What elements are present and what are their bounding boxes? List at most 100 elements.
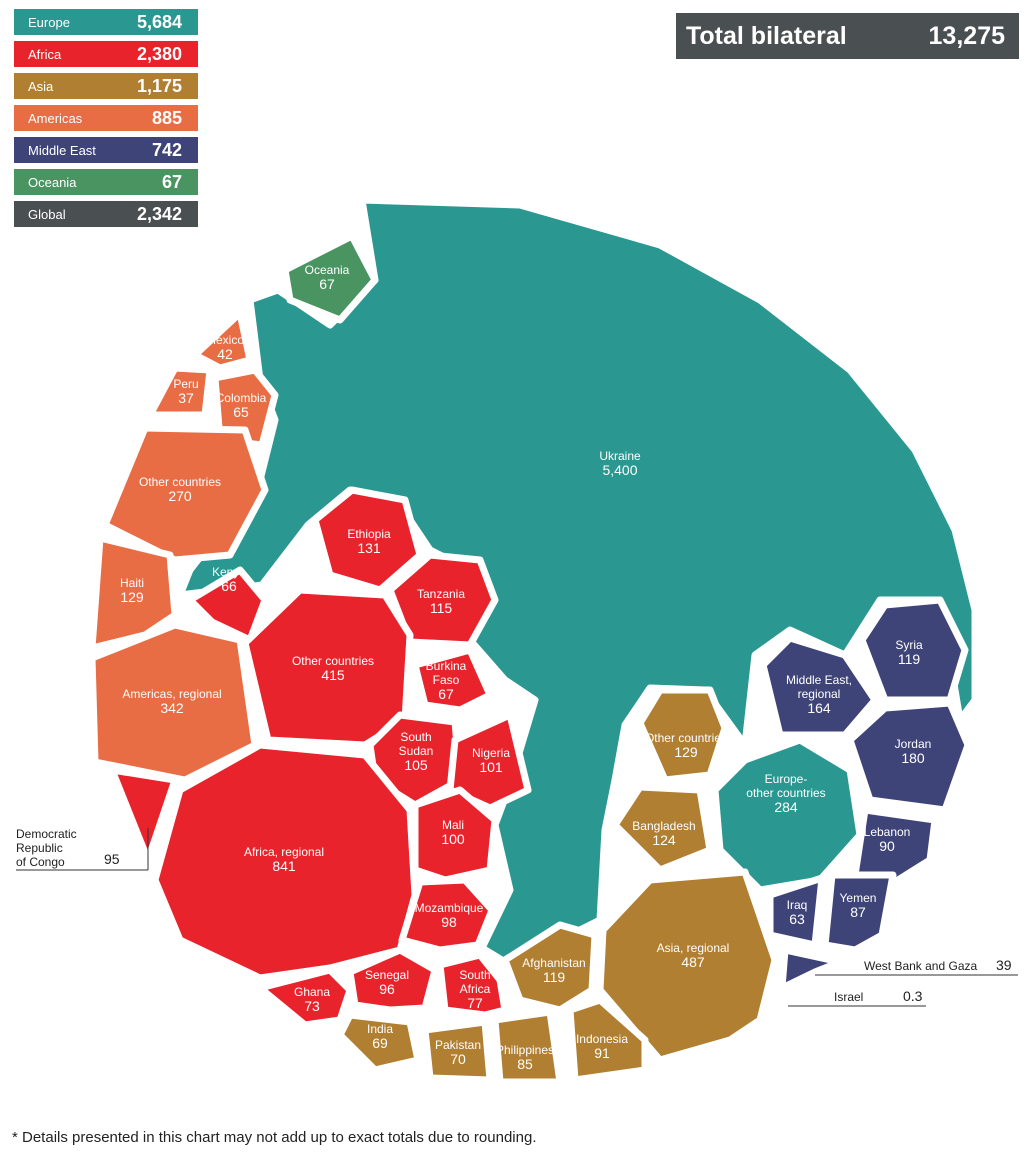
cell-value: 90 [879, 838, 895, 854]
cell-label: Other countries [292, 654, 374, 668]
legend-item-oceania: Oceania 67 [14, 169, 198, 195]
drc-label-line: Democratic [16, 827, 77, 841]
cell-label: Ghana [294, 985, 330, 999]
cell-label: India [367, 1022, 393, 1036]
cell-label: Kenya [212, 565, 246, 579]
legend-label: Africa [28, 46, 62, 62]
cell-label: Mozambique [415, 901, 484, 915]
cell-value: 105 [404, 757, 428, 773]
cell-label: Philippines [496, 1043, 554, 1057]
cell-value: 98 [441, 914, 457, 930]
cell-value: 87 [850, 904, 866, 920]
region-legend: Europe 5,684 Africa 2,380 Asia 1,175 Americ… [14, 9, 198, 233]
cell-value: 415 [321, 667, 345, 683]
cell-label: Colombia [216, 391, 267, 405]
cell-value: 487 [681, 954, 705, 970]
cell-asia-other-countries [636, 686, 729, 784]
cell-value: 91 [594, 1045, 610, 1061]
cell-label: Senegal [365, 968, 409, 982]
cell-label: Pakistan [435, 1038, 481, 1052]
cell-value: 841 [272, 858, 296, 874]
legend-value: 67 [161, 171, 182, 192]
cell-africa-democratic-republic-of-congo [108, 766, 179, 864]
cell-label: Faso [433, 673, 460, 687]
legend-value: 1,175 [136, 75, 182, 96]
cell-asia-afghanistan [501, 921, 599, 1014]
cell-value: 180 [901, 750, 925, 766]
cell-middle-east-jordan [846, 699, 972, 814]
cell-label: Iraq [787, 898, 808, 912]
cell-value: 63 [789, 911, 805, 927]
cell-middle-east-lebanon [851, 806, 939, 889]
legend-item-europe: Europe 5,684 [14, 9, 198, 35]
cell-asia-indonesia [566, 996, 649, 1084]
cell-asia-philippines [491, 1008, 564, 1086]
cell-middle-east-middle-east-regional [759, 634, 879, 739]
cell-label: Burkina [426, 659, 467, 673]
west-bank-gaza-value: 39 [996, 957, 1012, 973]
cell-oceania-oceania [281, 232, 379, 324]
legend-label: Global [28, 206, 66, 222]
legend-value: 885 [151, 107, 182, 128]
drc-value: 95 [104, 851, 120, 867]
cell-value: 342 [160, 700, 184, 716]
cell-value: 164 [807, 700, 831, 716]
cell-label: Mali [442, 818, 464, 832]
cell-label: Ukraine [599, 449, 641, 463]
cell-africa-mozambique [398, 876, 496, 954]
cell-africa-other-countries [241, 586, 414, 749]
legend-label: Oceania [28, 174, 77, 190]
cell-value: 85 [517, 1056, 533, 1072]
cell-value: 96 [379, 981, 395, 997]
cell-asia-bangladesh [611, 783, 714, 874]
cell-africa-south-africa [436, 951, 509, 1019]
cell-value: 101 [479, 759, 503, 775]
cell-label: Yemen [840, 891, 877, 905]
cell-americas-haiti [88, 534, 179, 652]
cell-value: 100 [441, 831, 465, 847]
cell-asia-pakistan [421, 1018, 494, 1084]
cell-label: Africa, regional [244, 845, 324, 859]
cell-africa-ethiopia [311, 486, 424, 594]
israel-label: Israel [834, 990, 863, 1004]
cell-value: 131 [357, 540, 381, 556]
cell-value: 5,400 [602, 462, 637, 478]
cell-label: Bangladesh [632, 819, 695, 833]
cell-africa-kenya [186, 566, 269, 644]
cell-value: 66 [221, 578, 237, 594]
cell-value: 65 [233, 404, 249, 420]
cell-value: 37 [178, 390, 194, 406]
cell-label: Jordan [895, 737, 932, 751]
cell-label: Indonesia [576, 1032, 628, 1046]
cell-value: 70 [450, 1051, 466, 1067]
cell-value: 67 [438, 686, 454, 702]
cell-label: Middle East, [786, 673, 852, 687]
legend-item-americas: Americas 885 [14, 105, 198, 131]
cell-value: 115 [430, 600, 453, 616]
cell-middle-east-iraq [766, 874, 826, 949]
cell-value: 129 [120, 589, 144, 605]
footnote: * Details presented in this chart may no… [12, 1129, 537, 1146]
drc-label-line: of Congo [16, 855, 65, 869]
legend-label: Middle East [28, 142, 96, 158]
cell-value: 77 [467, 995, 483, 1011]
cell-americas-other-countries [101, 424, 269, 564]
cell-label: Europe- [765, 772, 808, 786]
west-bank-gaza-label: West Bank and Gaza [864, 959, 978, 973]
cell-value: 119 [543, 969, 566, 985]
legend-item-middle-east: Middle East 742 [14, 137, 198, 163]
cell-europe-europe-other-countries [711, 736, 864, 894]
legend-value: 2,342 [136, 203, 182, 224]
cell-asia-india [336, 1011, 422, 1074]
cell-label: other countries [746, 786, 825, 800]
legend-value: 5,684 [136, 11, 182, 32]
cell-value: 119 [898, 651, 921, 667]
cell-label: Other countries [139, 475, 221, 489]
cell-label: Americas, regional [122, 687, 221, 701]
legend-item-africa: Africa 2,380 [14, 41, 198, 67]
cell-label: Asia, regional [657, 941, 730, 955]
total-bilateral-box: Total bilateral 13,275 [676, 13, 1019, 59]
legend-label: Europe [28, 14, 70, 30]
cell-label: Tanzania [417, 587, 465, 601]
